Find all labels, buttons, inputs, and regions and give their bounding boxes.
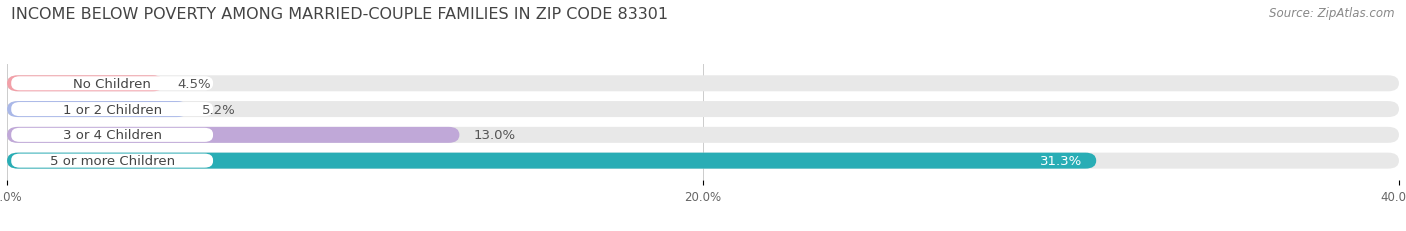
FancyBboxPatch shape: [7, 76, 1399, 92]
FancyBboxPatch shape: [7, 76, 163, 92]
Text: 5.2%: 5.2%: [202, 103, 236, 116]
FancyBboxPatch shape: [7, 102, 1399, 118]
Text: 5 or more Children: 5 or more Children: [49, 155, 174, 167]
Text: No Children: No Children: [73, 77, 150, 90]
Text: 4.5%: 4.5%: [177, 77, 211, 90]
FancyBboxPatch shape: [11, 77, 214, 91]
Text: 13.0%: 13.0%: [474, 129, 516, 142]
Text: INCOME BELOW POVERTY AMONG MARRIED-COUPLE FAMILIES IN ZIP CODE 83301: INCOME BELOW POVERTY AMONG MARRIED-COUPL…: [11, 7, 668, 22]
FancyBboxPatch shape: [11, 103, 214, 117]
Text: Source: ZipAtlas.com: Source: ZipAtlas.com: [1270, 7, 1395, 20]
FancyBboxPatch shape: [7, 127, 1399, 143]
FancyBboxPatch shape: [7, 153, 1097, 169]
Text: 3 or 4 Children: 3 or 4 Children: [63, 129, 162, 142]
FancyBboxPatch shape: [7, 153, 1399, 169]
Text: 31.3%: 31.3%: [1040, 155, 1083, 167]
FancyBboxPatch shape: [7, 127, 460, 143]
FancyBboxPatch shape: [11, 154, 214, 168]
FancyBboxPatch shape: [11, 128, 214, 142]
Text: 1 or 2 Children: 1 or 2 Children: [62, 103, 162, 116]
FancyBboxPatch shape: [7, 102, 188, 118]
